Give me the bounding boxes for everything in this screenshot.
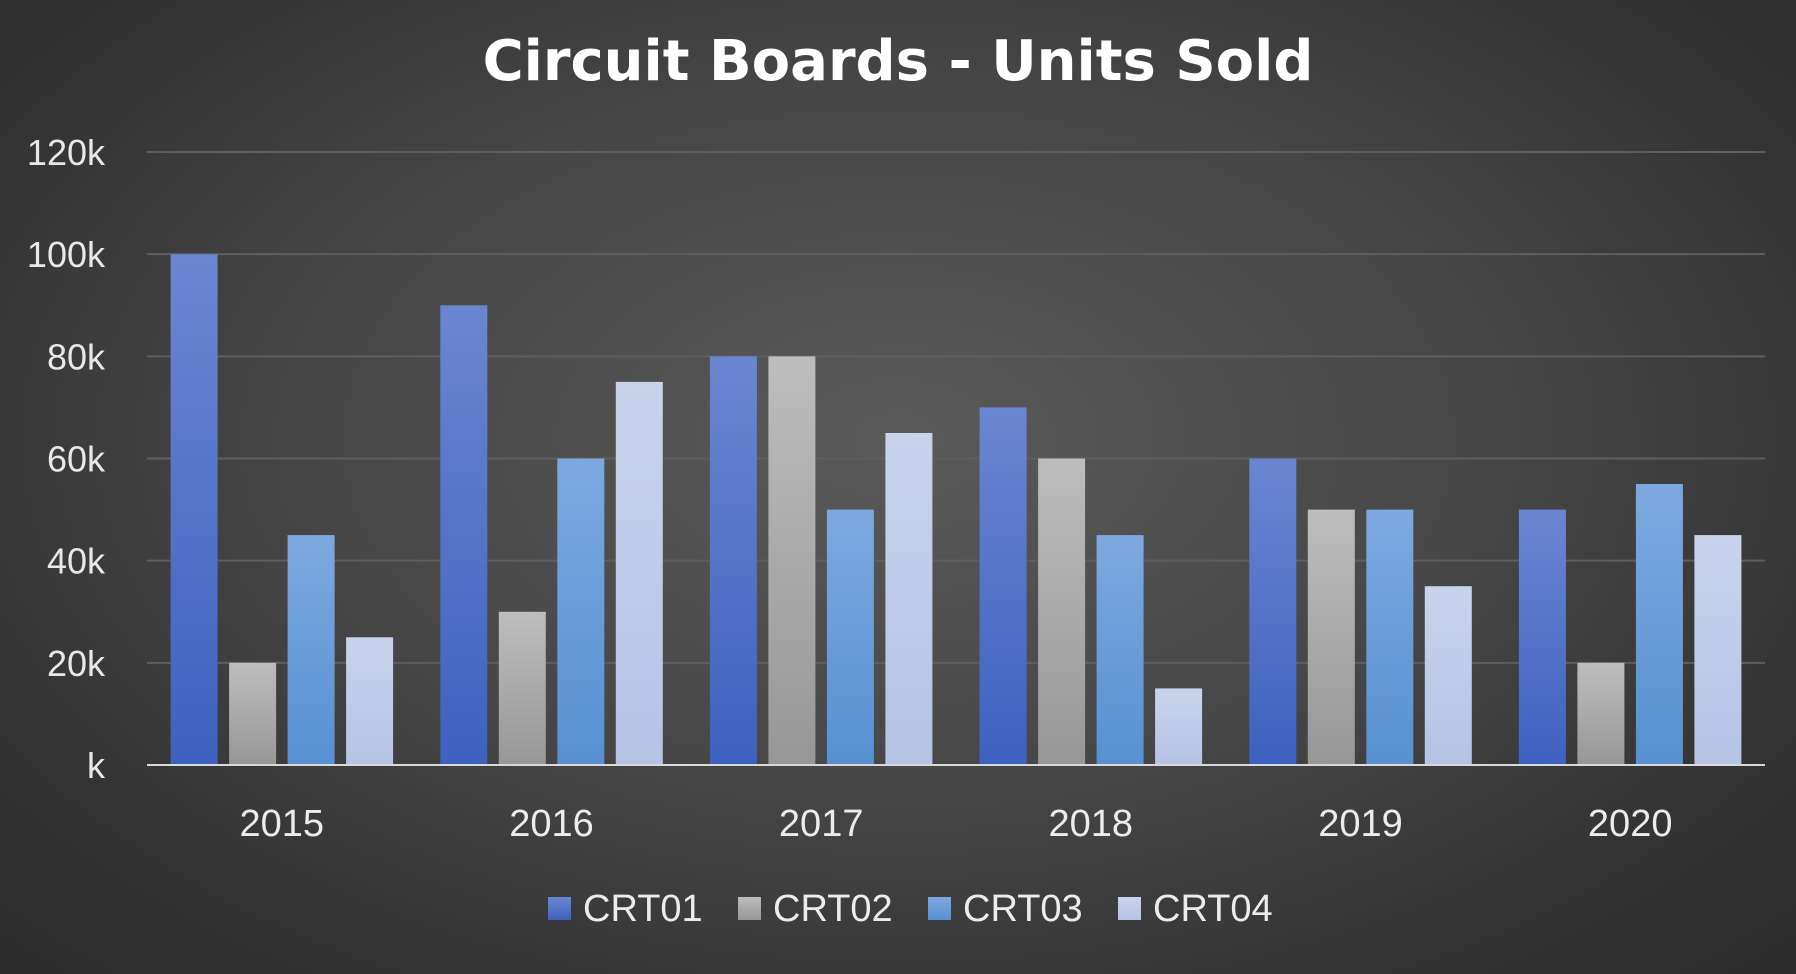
legend-label: CRT04 [1153,888,1273,930]
y-tick-label: k [87,745,106,786]
bar-CRT02-2016 [498,611,546,766]
x-tick-label: 2020 [1588,803,1673,845]
bar-CRT01-2016 [440,305,488,766]
legend-item-CRT01[interactable]: CRT01 [548,888,703,930]
x-tick-label: 2018 [1049,803,1134,845]
bar-CRT03-2016 [557,458,605,765]
bar-CRT01-2015 [170,254,218,765]
bar-CRT03-2015 [287,535,335,765]
y-axis-ticks: k 20k 40k 60k 80k 100k 120k [27,132,106,786]
legend-item-CRT04[interactable]: CRT04 [1118,888,1273,930]
bar-CRT03-2018 [1096,535,1144,765]
legend-label: CRT02 [773,888,893,930]
bar-CRT01-2018 [979,407,1027,765]
x-axis-ticks: 2015 2016 2017 2018 2019 2020 [240,803,1673,845]
grid-lines [147,151,1765,664]
x-tick-label: 2019 [1318,803,1403,845]
y-tick-label: 100k [27,234,106,275]
bar-CRT03-2017 [826,509,874,765]
legend-item-CRT03[interactable]: CRT03 [928,888,1083,930]
bar-CRT02-2019 [1307,509,1355,765]
legend-swatch [738,897,761,920]
chart-title: Circuit Boards - Units Sold [483,29,1314,94]
bar-CRT03-2020 [1635,484,1683,765]
x-tick-label: 2016 [509,803,594,845]
bar-CRT04-2016 [615,381,663,765]
y-tick-label: 40k [47,541,106,582]
bars [170,254,1742,766]
legend-swatch [1118,897,1141,920]
x-tick-label: 2017 [779,803,864,845]
bar-CRT04-2015 [346,637,394,765]
bar-CRT04-2019 [1424,586,1472,765]
y-tick-label: 60k [47,439,106,480]
legend-label: CRT01 [583,888,703,930]
y-tick-label: 120k [27,132,106,173]
bar-CRT01-2020 [1518,509,1566,765]
y-tick-label: 80k [47,336,106,377]
legend-swatch [548,897,571,920]
bar-CRT02-2015 [229,662,277,765]
bar-CRT02-2018 [1038,458,1086,765]
x-tick-label: 2015 [240,803,325,845]
bar-CRT03-2019 [1366,509,1414,765]
y-tick-label: 20k [47,643,106,684]
legend-label: CRT03 [963,888,1083,930]
legend[interactable]: CRT01 CRT02 CRT03 CRT04 [548,888,1273,930]
bar-CRT02-2020 [1577,662,1625,765]
legend-item-CRT02[interactable]: CRT02 [738,888,893,930]
bar-CRT04-2018 [1155,688,1203,765]
bar-CRT01-2019 [1249,458,1297,765]
bar-CRT02-2017 [768,356,816,765]
bar-CRT04-2017 [885,433,933,765]
bar-CRT01-2017 [709,356,757,765]
legend-swatch [928,897,951,920]
bar-CRT04-2020 [1694,535,1742,765]
